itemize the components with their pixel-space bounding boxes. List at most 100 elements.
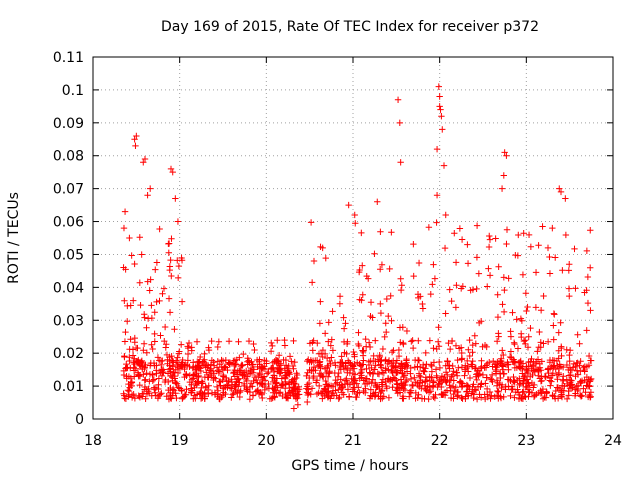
data-point bbox=[285, 389, 292, 397]
data-point bbox=[550, 362, 557, 369]
data-point bbox=[356, 375, 363, 382]
data-point bbox=[573, 359, 580, 367]
data-point bbox=[322, 377, 329, 385]
data-point bbox=[516, 381, 523, 389]
data-point bbox=[196, 390, 203, 397]
data-point bbox=[319, 346, 327, 354]
data-point bbox=[237, 362, 245, 370]
data-point bbox=[317, 298, 324, 305]
data-point bbox=[230, 369, 237, 377]
data-point bbox=[550, 310, 558, 317]
data-point bbox=[455, 345, 463, 352]
data-point bbox=[397, 286, 405, 294]
data-point bbox=[337, 385, 345, 393]
data-point bbox=[397, 367, 404, 374]
data-point bbox=[254, 387, 261, 395]
data-point bbox=[398, 282, 405, 289]
data-point bbox=[555, 329, 562, 336]
data-point bbox=[403, 327, 411, 335]
data-point bbox=[315, 382, 323, 390]
x-tick-labels: 18 19 20 21 22 23 24 bbox=[84, 433, 622, 449]
data-point bbox=[225, 338, 233, 345]
data-point bbox=[243, 377, 250, 385]
data-point bbox=[522, 383, 529, 391]
data-point bbox=[165, 240, 172, 248]
data-point bbox=[419, 364, 427, 371]
data-point bbox=[322, 254, 329, 262]
data-point bbox=[271, 376, 278, 384]
data-point bbox=[507, 348, 515, 355]
data-point bbox=[409, 381, 416, 389]
data-point bbox=[410, 272, 417, 280]
data-point bbox=[374, 198, 381, 205]
data-point bbox=[130, 390, 137, 398]
data-point bbox=[379, 395, 386, 402]
data-point bbox=[310, 257, 318, 265]
data-point bbox=[377, 228, 384, 236]
data-point bbox=[438, 383, 445, 391]
data-point bbox=[451, 387, 458, 395]
data-point bbox=[216, 395, 224, 403]
data-point bbox=[450, 377, 457, 384]
data-point bbox=[216, 378, 223, 386]
data-point bbox=[539, 223, 546, 230]
data-point bbox=[335, 386, 342, 393]
data-point bbox=[379, 381, 386, 388]
data-point bbox=[277, 366, 284, 374]
data-point bbox=[527, 324, 534, 332]
data-point bbox=[259, 380, 266, 387]
data-point bbox=[327, 395, 334, 402]
data-point bbox=[453, 369, 460, 376]
data-point bbox=[558, 393, 566, 401]
data-point bbox=[396, 119, 403, 127]
data-point bbox=[177, 341, 185, 348]
data-point bbox=[128, 394, 136, 401]
data-point bbox=[572, 285, 579, 292]
data-point bbox=[403, 376, 411, 384]
data-point bbox=[395, 352, 403, 360]
data-point bbox=[563, 361, 571, 369]
data-point bbox=[583, 363, 591, 370]
data-point bbox=[308, 385, 316, 392]
data-point bbox=[356, 296, 363, 303]
data-point bbox=[576, 340, 583, 347]
data-point bbox=[536, 360, 543, 368]
data-point bbox=[378, 261, 386, 268]
data-point bbox=[532, 304, 540, 311]
data-point bbox=[267, 348, 275, 355]
data-point bbox=[136, 279, 144, 286]
data-point bbox=[406, 393, 413, 400]
data-point bbox=[500, 274, 508, 281]
data-point bbox=[312, 379, 320, 386]
data-point bbox=[215, 338, 223, 345]
data-point bbox=[277, 389, 284, 396]
data-point bbox=[321, 350, 329, 358]
data-point bbox=[156, 225, 163, 233]
data-point bbox=[122, 266, 129, 273]
data-point bbox=[290, 337, 297, 345]
data-point bbox=[291, 358, 298, 366]
data-point bbox=[165, 249, 173, 257]
data-point bbox=[396, 389, 404, 396]
data-point bbox=[134, 369, 142, 376]
data-point bbox=[482, 364, 490, 371]
data-point bbox=[268, 395, 275, 402]
data-point bbox=[201, 350, 208, 358]
data-point bbox=[558, 344, 565, 352]
data-point bbox=[335, 395, 342, 402]
data-point bbox=[157, 332, 164, 339]
data-point bbox=[263, 370, 271, 377]
data-point bbox=[492, 235, 499, 242]
data-point bbox=[365, 339, 373, 346]
data-point bbox=[159, 290, 166, 297]
data-point bbox=[485, 265, 492, 272]
data-point bbox=[271, 394, 279, 401]
data-point bbox=[433, 345, 440, 353]
data-point bbox=[458, 349, 465, 357]
data-point bbox=[458, 356, 465, 363]
data-point bbox=[156, 297, 163, 305]
data-point bbox=[194, 358, 201, 365]
data-point bbox=[242, 367, 250, 375]
data-point bbox=[240, 380, 248, 388]
data-point bbox=[321, 385, 328, 392]
